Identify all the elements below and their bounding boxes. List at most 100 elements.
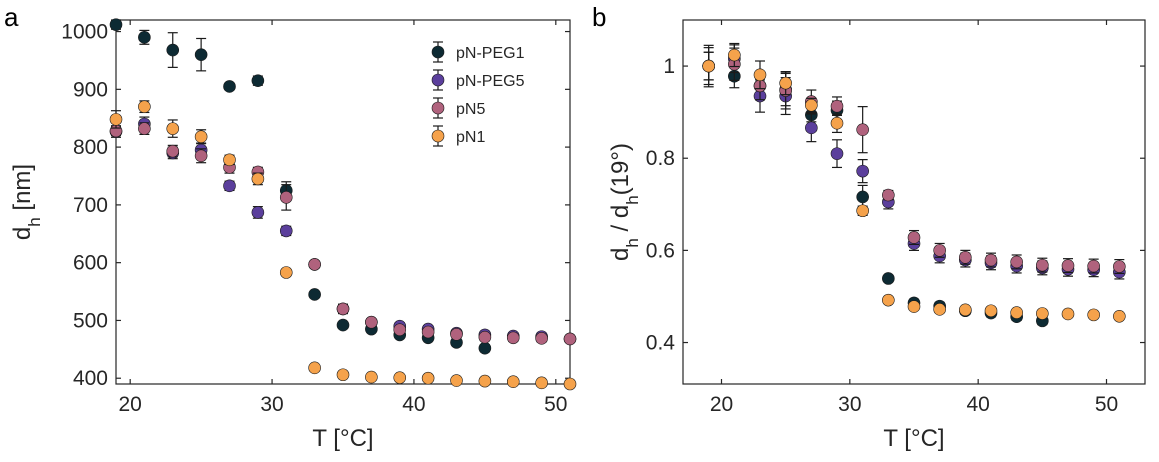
data-point [478,374,492,388]
data-point [166,43,180,57]
data-point [1087,308,1100,322]
series-3 [702,42,1126,323]
legend-item-2: pN5 [431,97,485,119]
data-point [223,179,236,193]
data-point [421,325,435,339]
data-point [805,98,818,112]
y-tick-label: 1000 [61,21,108,44]
data-point [856,164,869,178]
x-tick-label: 30 [838,393,861,416]
data-point [933,244,946,257]
data-point [882,272,895,285]
data-point [421,371,435,385]
x-tick-label: 20 [119,393,142,416]
data-point [506,375,520,388]
data-point [563,377,577,391]
y-axis-label: dh / dh(19°) [607,143,642,261]
y-tick-label: 0.8 [646,147,675,170]
data-point [279,266,293,279]
data-point [830,147,844,160]
legend-label: pN-PEG1 [456,45,525,62]
x-tick-label: 20 [710,393,733,416]
legend-item-3: pN1 [431,125,485,147]
legend-item-0: pN-PEG1 [431,41,525,63]
data-point [830,116,844,130]
y-tick-label: 900 [73,78,108,101]
legend-label: pN-PEG5 [456,73,525,90]
y-tick-label: 400 [73,367,108,390]
data-point [779,76,792,90]
data-point [1113,309,1126,323]
legend-label: pN1 [456,129,485,146]
series-2 [109,122,577,346]
data-point [1061,259,1075,272]
data-point [365,370,378,384]
data-point [563,332,577,346]
data-point [478,341,492,355]
data-point [194,149,208,163]
data-point [753,68,767,82]
legend-marker [431,101,445,115]
data-point [830,99,844,113]
x-tick-label: 50 [544,393,567,416]
data-point [308,288,321,301]
data-point [702,59,715,73]
legend-marker [431,73,445,87]
y-tick-label: 700 [73,194,108,217]
data-point [450,374,463,387]
data-point [194,48,208,61]
data-point [882,293,895,307]
data-point [882,188,895,202]
data-point [478,330,492,344]
data-point [805,121,818,135]
data-point [279,224,293,238]
legend-label: pN5 [456,101,485,118]
x-tick-label: 50 [1095,393,1118,416]
data-point [959,303,972,317]
x-tick-label: 40 [966,393,989,416]
y-tick-label: 800 [73,136,108,159]
data-point [535,376,548,390]
data-point [1010,255,1023,269]
data-point [535,332,548,345]
x-tick-label: 40 [402,393,425,416]
data-point [907,231,921,244]
data-point [933,303,946,316]
data-point [907,300,921,313]
data-point [251,206,265,219]
panel-a-letter: a [4,2,19,32]
chart-a: 20 30 40 50 400 500 600 700 800 900 1000 T [°C] dh [… [9,18,577,452]
data-point [365,315,378,329]
data-point [1087,259,1100,273]
data-point [336,368,350,382]
x-axis-label: T [°C] [312,425,373,452]
data-point [1061,307,1075,321]
legend-item-1: pN-PEG5 [431,69,525,91]
data-point [194,130,208,144]
series-2 [702,47,1126,275]
data-point [1010,306,1023,319]
legend-marker [431,45,445,59]
data-point [223,153,236,167]
y-tick-label: 0.4 [646,332,676,355]
y-tick-label: 600 [73,252,108,275]
data-point [308,361,321,375]
data-point [1113,260,1126,273]
data-point [506,331,520,345]
data-point [166,122,180,135]
y-tick-label: 1 [663,55,675,78]
data-point [856,123,869,136]
data-point [336,302,350,316]
y-tick-label: 0.6 [646,239,675,262]
data-point [856,190,869,204]
plot-frame [682,19,1146,385]
x-tick-label: 30 [260,393,283,416]
data-point [984,253,998,267]
y-axis-label: dh [nm] [9,164,44,240]
data-point [984,304,998,318]
data-point [393,323,407,336]
legend-marker [431,129,445,143]
data-point [109,113,123,126]
x-axis-label: T [°C] [883,425,944,452]
data-point [279,191,293,204]
